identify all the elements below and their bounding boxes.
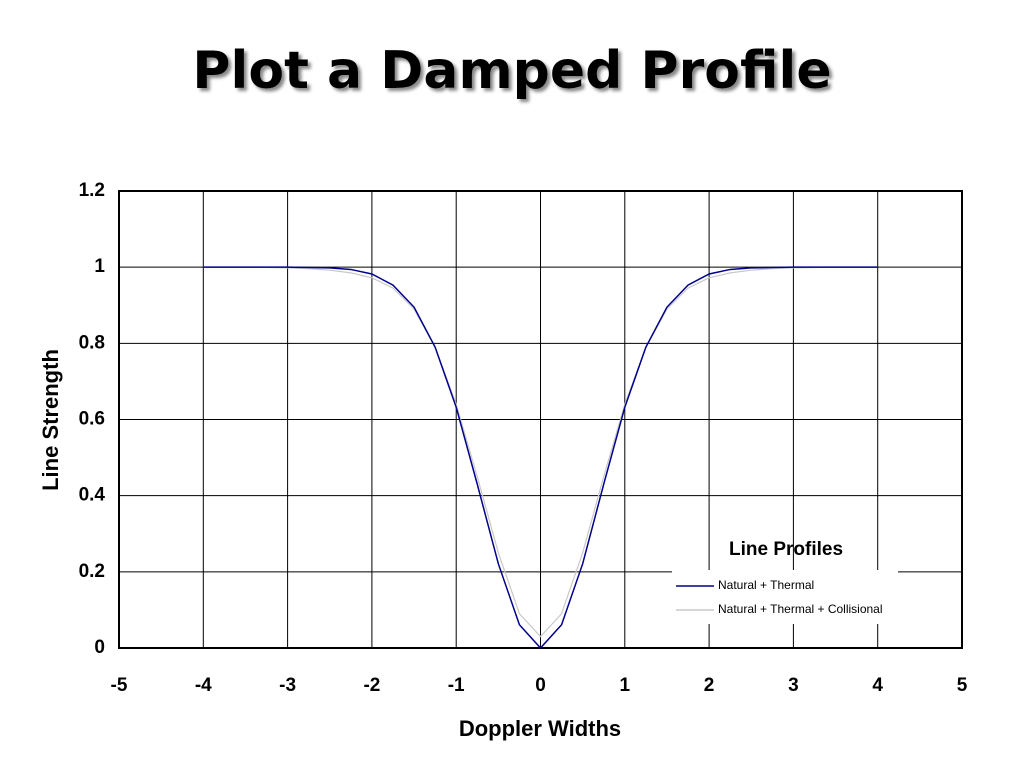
y-tick-label: 0.6 [79, 409, 105, 430]
x-tick-label: -2 [363, 675, 380, 696]
y-tick-label: 0.8 [79, 332, 105, 353]
x-tick-label: 0 [535, 675, 546, 696]
x-tick-label: -1 [448, 675, 465, 696]
legend-label: Natural + Thermal [718, 578, 814, 592]
x-tick-label: -5 [111, 675, 128, 696]
x-axis-label: Doppler Widths [459, 716, 621, 741]
series-line [203, 266, 878, 650]
series-line [203, 266, 878, 638]
x-tick-label: -3 [279, 675, 296, 696]
y-tick-label: 1.2 [79, 180, 105, 201]
x-tick-label: 3 [788, 675, 799, 696]
legend-title: Line Profiles [729, 539, 843, 560]
x-tick-label: -4 [195, 675, 212, 696]
y-tick-label: 1 [94, 256, 105, 277]
chart-title: Plot a Damped Profile [192, 41, 831, 101]
x-tick-label: 4 [872, 675, 883, 696]
x-tick-label: 1 [620, 675, 631, 696]
y-axis-label: Line Strength [38, 349, 63, 491]
y-tick-label: 0.2 [79, 561, 105, 582]
x-tick-label: 5 [957, 675, 968, 696]
x-tick-label: 2 [704, 675, 715, 696]
y-tick-label: 0 [94, 637, 105, 658]
legend-box [672, 570, 898, 624]
y-tick-label: 0.4 [79, 485, 106, 506]
legend-label: Natural + Thermal + Collisional [718, 602, 883, 616]
